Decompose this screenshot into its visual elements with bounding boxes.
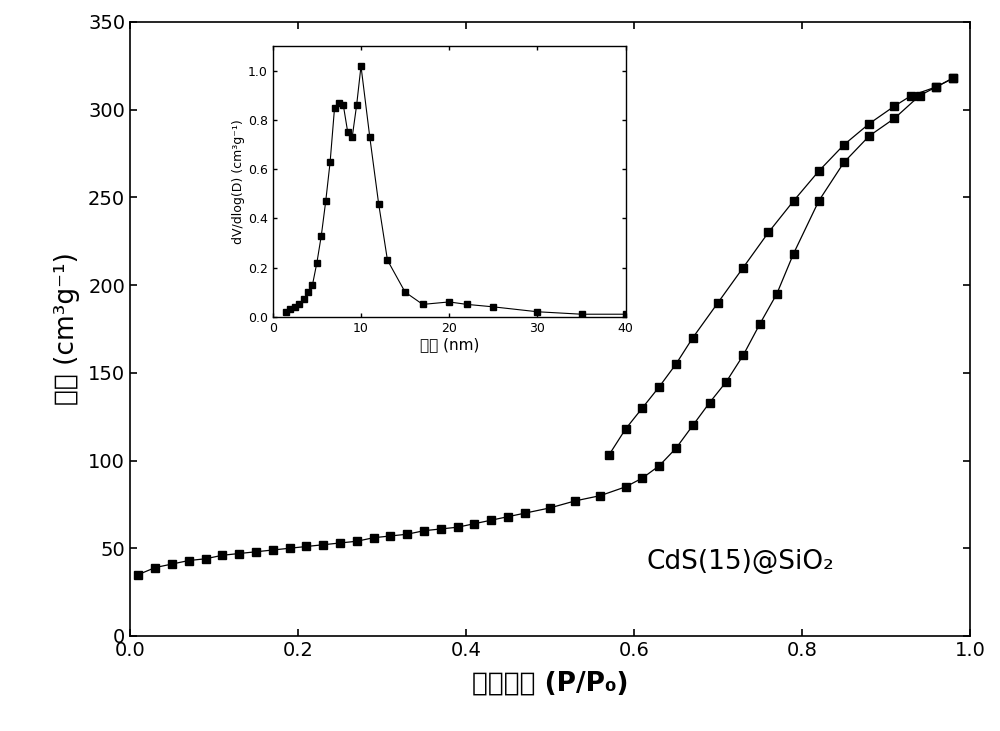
X-axis label: 相对压力 (P/P₀): 相对压力 (P/P₀) bbox=[472, 671, 628, 697]
Text: CdS(15)@SiO₂: CdS(15)@SiO₂ bbox=[647, 548, 834, 575]
Y-axis label: 孔容 (cm³g⁻¹): 孔容 (cm³g⁻¹) bbox=[54, 252, 80, 406]
